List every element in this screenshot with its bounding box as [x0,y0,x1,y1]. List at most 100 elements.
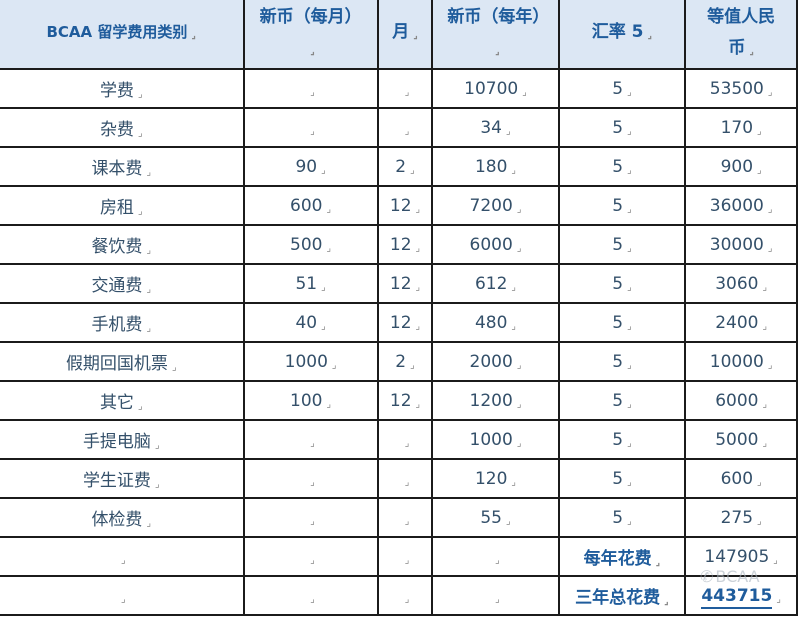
cell-value: 3060 [715,274,767,294]
cell-value: 12 [390,391,420,411]
cell-value: 2000 [470,352,522,372]
cell-value: 假期回国机票 [66,354,177,374]
cell-value: 480 [475,313,516,333]
cell-value [306,508,315,528]
cell-value: 课本费 [91,159,151,179]
table-row: 杂费 34 5 170 [0,107,798,148]
cell-value: 体检费 [91,510,151,530]
cell-value: 5000 [715,430,767,450]
table-cell: 学费 [0,68,245,109]
table-cell: 5 [557,68,687,109]
cell-value: 10000 [710,352,773,372]
table-row: 其它 100 12 1200 5 6000 [0,380,798,421]
cell-value: 手机费 [91,315,151,335]
table-cell: 1200 [431,380,560,421]
cell-value: 51 [295,274,325,294]
column-header: 新币（每年） [431,0,560,70]
table-cell: 612 [431,263,560,304]
column-header: 等值人民币 [684,0,798,70]
cell-value: 学费 [100,81,143,101]
cell-value [306,430,315,450]
header-label: BCAA 留学费用类别 [46,23,196,41]
table-cell: 1000 [431,419,560,460]
header-row: BCAA 留学费用类别 新币（每月） 月 新币（每年） 汇率 5 等值人民币 [0,0,798,70]
cell-value: 12 [390,313,420,333]
cell-value: 5 [612,469,632,489]
table-cell [376,107,434,148]
table-cell: 180 [431,146,560,187]
table-cell: 7200 [431,185,560,226]
table-cell: 600 [242,185,379,226]
table-cell: 餐饮费 [0,224,245,265]
table-cell: 480 [431,302,560,343]
empty-cell [376,536,434,577]
cell-value: 杂费 [100,120,143,140]
table-cell [242,497,379,538]
cell-value [306,118,315,138]
table-cell: 275 [684,497,798,538]
table-cell: 2 [376,146,434,187]
table-cell: 3060 [684,263,798,304]
table-cell: 12 [376,302,434,343]
table-cell: 34 [431,107,560,148]
table-cell: 90 [242,146,379,187]
table-cell: 体检费 [0,497,245,538]
empty-cell [431,575,560,616]
table-cell: 100 [242,380,379,421]
table-cell: 12 [376,380,434,421]
cell-value: 5 [612,79,632,99]
cell-value: 600 [290,196,331,216]
table-cell: 其它 [0,380,245,421]
cell-value [401,118,410,138]
table-cell: 12 [376,185,434,226]
table-cell: 2000 [431,341,560,382]
table-cell: 30000 [684,224,798,265]
table-cell: 55 [431,497,560,538]
table-cell: 10700 [431,68,560,109]
table-cell: 5 [557,497,687,538]
cell-value: 90 [295,157,325,177]
empty-cell [0,536,245,577]
cell-value: 500 [290,235,331,255]
table-cell: 交通费 [0,263,245,304]
table-cell: 5 [557,341,687,382]
table-cell [376,68,434,109]
empty-cell [242,575,379,616]
cell-value: 100 [290,391,331,411]
empty-cell [242,536,379,577]
total-number: 443715 [701,585,773,609]
table-cell: 12 [376,263,434,304]
cell-value: 2400 [715,313,767,333]
table-cell: 36000 [684,185,798,226]
total-row: 三年总花费 443715 [0,575,798,616]
table-cell: 5 [557,419,687,460]
table-row: 房租 600 12 7200 5 36000 [0,185,798,226]
table-row: 体检费555275 [0,497,798,538]
table-cell: 5 [557,380,687,421]
table-cell: 课本费 [0,146,245,187]
table-cell: 手机费 [0,302,245,343]
table-cell: 杂费 [0,107,245,148]
cell-value: 12 [390,274,420,294]
table-cell: 5 [557,185,687,226]
cell-value: 55 [480,508,510,528]
cell-value: 5 [612,313,632,333]
total-value: 443715 [701,585,781,609]
cell-value: 5 [612,508,632,528]
cell-value: 交通费 [91,276,151,296]
table-cell: 170 [684,107,798,148]
cell-value: 5 [612,157,632,177]
total-label-cell: 三年总花费 [557,575,687,616]
header-label: 等值人民币 [707,7,775,58]
cell-value [401,79,410,99]
column-header: 汇率 5 [557,0,687,70]
cell-value: 12 [390,235,420,255]
cell-value: 5 [612,196,632,216]
total-label: 三年总花费 [575,588,669,608]
cell-value: 34 [480,118,510,138]
total-value-cell: 147905 [684,536,798,577]
cell-value: 36000 [710,196,773,216]
table-cell: 6000 [684,380,798,421]
cell-value: 6000 [715,391,767,411]
